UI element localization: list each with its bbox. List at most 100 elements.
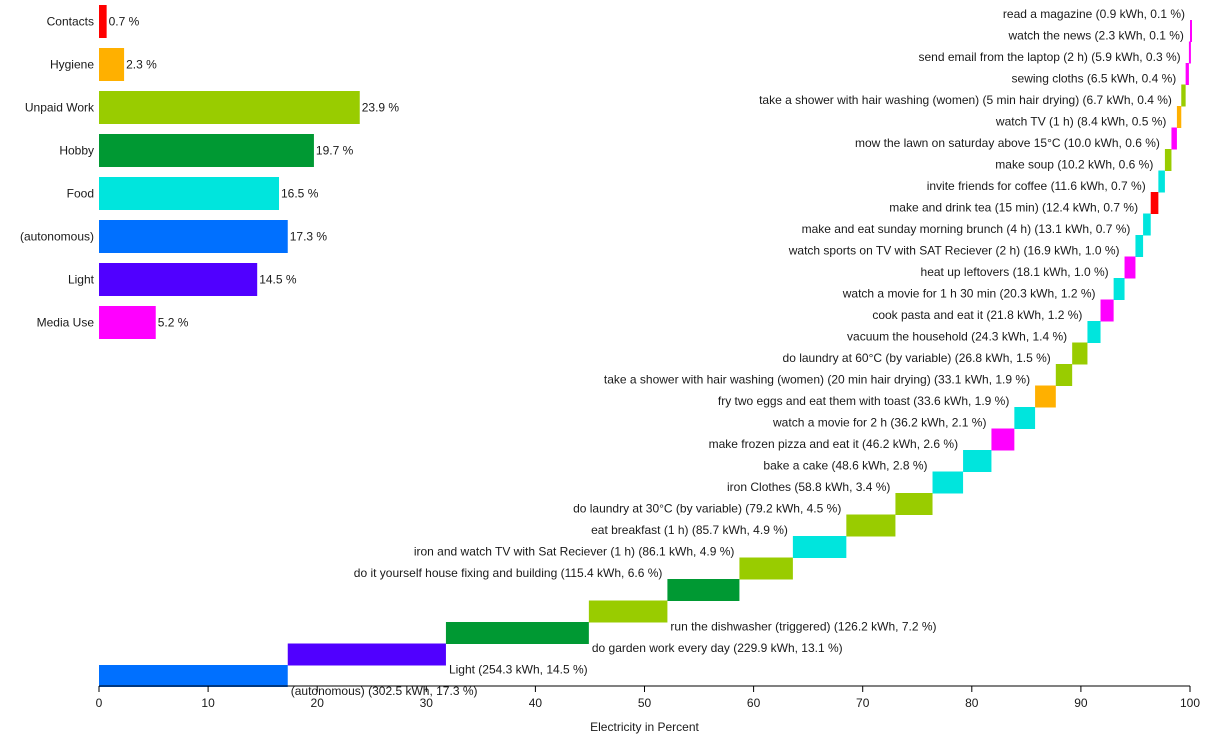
waterfall-label: do laundry at 30°C (by variable) (79.2 k… [573,502,841,516]
x-tick-label: 90 [1074,696,1088,710]
x-tick-label: 10 [201,696,215,710]
waterfall-bar [1035,385,1056,408]
summary-value-label: 19.7 % [316,144,354,158]
waterfall-bar [1158,170,1165,193]
waterfall-label: cook pasta and eat it (21.8 kWh, 1.2 %) [872,308,1082,322]
category-summary-bars: Contacts 0.7 % Hygiene 2.3 % Unpaid Work 23.9… [20,5,399,339]
x-tick-label: 50 [638,696,652,710]
summary-value-label: 23.9 % [362,101,400,115]
waterfall-bar [1100,299,1114,322]
waterfall-label: take a shower with hair washing (women) … [604,373,1030,387]
summary-bar [99,220,288,253]
summary-value-label: 5.2 % [158,316,189,330]
summary-bar [99,306,156,339]
x-tick-label: 60 [747,696,761,710]
waterfall-bar [1181,84,1186,107]
waterfall-bar [739,557,793,580]
waterfall-label: do it yourself house fixing and building… [354,566,663,580]
waterfall-label: watch a movie for 1 h 30 min (20.3 kWh, … [842,287,1096,301]
summary-bar [99,5,107,38]
waterfall-label: sewing cloths (6.5 kWh, 0.4 %) [1012,72,1177,86]
waterfall-bar [1190,20,1192,42]
waterfall-label: bake a cake (48.6 kWh, 2.8 %) [763,459,927,473]
summary-category-label: Contacts [47,15,94,29]
x-tick-label: 100 [1180,696,1200,710]
waterfall-label: do laundry at 60°C (by variable) (26.8 k… [783,351,1051,365]
waterfall-bar [287,643,446,666]
waterfall-bar [1188,41,1191,64]
x-tick-label: 70 [856,696,870,710]
waterfall-label: watch sports on TV with SAT Reciever (2 … [788,244,1120,258]
waterfall-label: run the dishwasher (triggered) (126.2 kW… [670,620,936,634]
summary-value-label: 0.7 % [109,15,140,29]
summary-category-label: (autonomous) [20,230,94,244]
summary-bar [99,91,360,124]
x-tick-label: 20 [311,696,325,710]
waterfall-label: invite friends for coffee (11.6 kWh, 0.7… [927,179,1146,193]
summary-bar [99,177,280,210]
waterfall-bar [1055,364,1073,386]
summary-value-label: 16.5 % [281,187,319,201]
waterfall-label: send email from the laptop (2 h) (5.9 kW… [919,50,1181,64]
waterfall-label: iron Clothes (58.8 kWh, 3.4 %) [727,480,890,494]
summary-bar [99,134,314,167]
summary-category-label: Hobby [59,144,94,158]
summary-category-label: Light [68,273,95,287]
waterfall-label: make and eat sunday morning brunch (4 h)… [802,222,1131,236]
waterfall-bar [1087,321,1101,343]
waterfall-bar [1164,149,1172,171]
summary-bar [99,48,125,81]
x-tick-label: 30 [420,696,434,710]
summary-category-label: Media Use [37,316,95,330]
waterfall-bar [963,450,992,472]
waterfall-bar [1072,342,1088,365]
waterfall-label: take a shower with hair washing (women) … [759,93,1172,107]
waterfall-label: eat breakfast (1 h) (85.7 kWh, 4.9 %) [591,523,788,537]
waterfall-bar [1185,63,1189,85]
waterfall-label: make soup (10.2 kWh, 0.6 %) [995,158,1153,172]
waterfall-label: do garden work every day (229.9 kWh, 13.… [592,641,843,655]
summary-category-label: Hygiene [50,58,94,72]
x-tick-label: 80 [965,696,979,710]
waterfall-bar [1124,256,1136,279]
waterfall-bar [1176,106,1182,128]
waterfall-bar [895,493,933,515]
waterfall-bar [1143,213,1151,236]
waterfall-label: watch the news (2.3 kWh, 0.1 %) [1008,29,1184,43]
summary-category-label: Unpaid Work [25,101,95,115]
summary-value-label: 14.5 % [259,273,297,287]
x-tick-label: 0 [96,696,103,710]
x-tick-label: 40 [529,696,543,710]
waterfall-label: fry two eggs and eat them with toast (33… [718,394,1009,408]
waterfall-bar [1014,407,1036,429]
summary-value-label: 17.3 % [290,230,328,244]
waterfall-label: (autonomous) (302.5 kWh, 17.3 %) [291,684,478,698]
waterfall-label: make frozen pizza and eat it (46.2 kWh, … [709,437,958,451]
waterfall-bar [1150,192,1159,214]
waterfall-label: vacuum the household (24.3 kWh, 1.4 %) [847,330,1067,344]
waterfall-bar [1171,127,1177,150]
waterfall-bar [792,536,847,558]
waterfall-label: heat up leftovers (18.1 kWh, 1.0 %) [921,265,1109,279]
waterfall-label: make and drink tea (15 min) (12.4 kWh, 0… [889,201,1138,215]
summary-category-label: Food [67,187,94,201]
waterfall-bar [588,600,668,623]
waterfall-bar [932,471,964,494]
waterfall-label: mow the lawn on saturday above 15°C (10.… [855,136,1160,150]
summary-value-label: 2.3 % [126,58,157,72]
waterfall-bar [99,665,288,687]
waterfall-bar [1113,278,1125,300]
waterfall-bar [667,579,740,601]
x-axis-title: Electricity in Percent [590,720,699,734]
waterfall-bar [1135,235,1144,257]
waterfall-label: Light (254.3 kWh, 14.5 %) [449,663,588,677]
waterfall-bars: (autonomous) (302.5 kWh, 17.3 %) Light (2… [99,7,1192,698]
x-axis: 0 10 20 30 40 50 60 70 80 90 100 Electricity in Per… [96,685,1200,734]
waterfall-bar [991,428,1015,451]
waterfall-bar [846,514,896,537]
waterfall-label: watch TV (1 h) (8.4 kWh, 0.5 %) [995,115,1167,129]
waterfall-label: iron and watch TV with Sat Reciever (1 h… [414,545,735,559]
waterfall-label: read a magazine (0.9 kWh, 0.1 %) [1003,7,1185,21]
